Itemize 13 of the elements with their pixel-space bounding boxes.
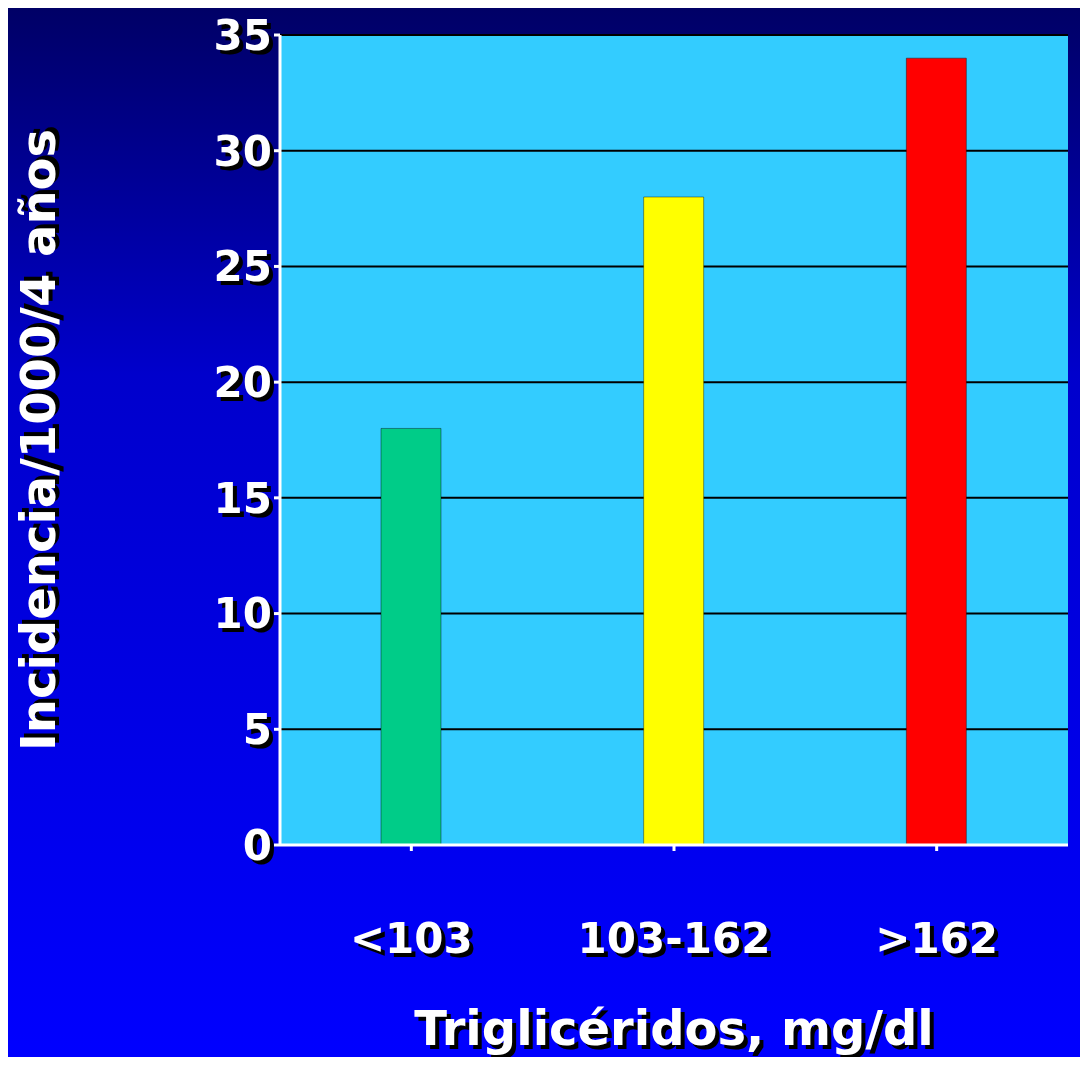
- y-tick-label: 30: [213, 126, 272, 176]
- x-tick-label: >162: [875, 913, 999, 963]
- y-tick-label: 20: [213, 358, 272, 408]
- y-tick-label: 5: [242, 705, 272, 755]
- x-tick-label: 103-162: [577, 913, 771, 963]
- y-tick-label: 0: [242, 820, 272, 870]
- x-axis-title: Triglicéridos, mg/dl: [414, 1000, 934, 1056]
- y-tick-label: 10: [213, 589, 272, 639]
- y-tick-label: 15: [213, 473, 272, 523]
- x-tick-label: <103: [349, 913, 473, 963]
- y-axis-title: Incidencia/1000/4 años: [10, 128, 67, 752]
- y-tick-label: 25: [213, 242, 272, 292]
- y-tick-label: 35: [213, 10, 272, 60]
